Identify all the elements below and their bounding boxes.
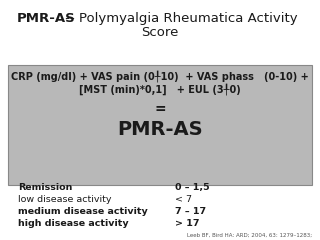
Text: Leeb BF, Bird HA: ARD; 2004, 63: 1279–1283;: Leeb BF, Bird HA: ARD; 2004, 63: 1279–12…	[187, 233, 312, 238]
Text: > 17: > 17	[175, 219, 199, 228]
Text: 7 – 17: 7 – 17	[175, 207, 206, 216]
Text: medium disease activity: medium disease activity	[18, 207, 148, 216]
Text: =: =	[154, 102, 166, 116]
Text: low disease activity: low disease activity	[18, 195, 111, 204]
Text: PMR-AS: PMR-AS	[17, 12, 76, 25]
Text: 0 – 1,5: 0 – 1,5	[175, 183, 210, 192]
Text: CRP (mg/dl) + VAS pain (0╀10)  + VAS phass   (0-10) +: CRP (mg/dl) + VAS pain (0╀10) + VAS phas…	[11, 70, 309, 82]
Text: < 7: < 7	[175, 195, 192, 204]
Text: -- Polymyalgia Rheumatica Activity: -- Polymyalgia Rheumatica Activity	[61, 12, 298, 25]
Text: Remission: Remission	[18, 183, 72, 192]
Text: high disease activity: high disease activity	[18, 219, 129, 228]
FancyBboxPatch shape	[8, 65, 312, 185]
Text: [MST (min)*0,1]   + EUL (3╀0): [MST (min)*0,1] + EUL (3╀0)	[79, 83, 241, 95]
Text: PMR-AS: PMR-AS	[117, 120, 203, 139]
Text: Score: Score	[141, 26, 179, 39]
